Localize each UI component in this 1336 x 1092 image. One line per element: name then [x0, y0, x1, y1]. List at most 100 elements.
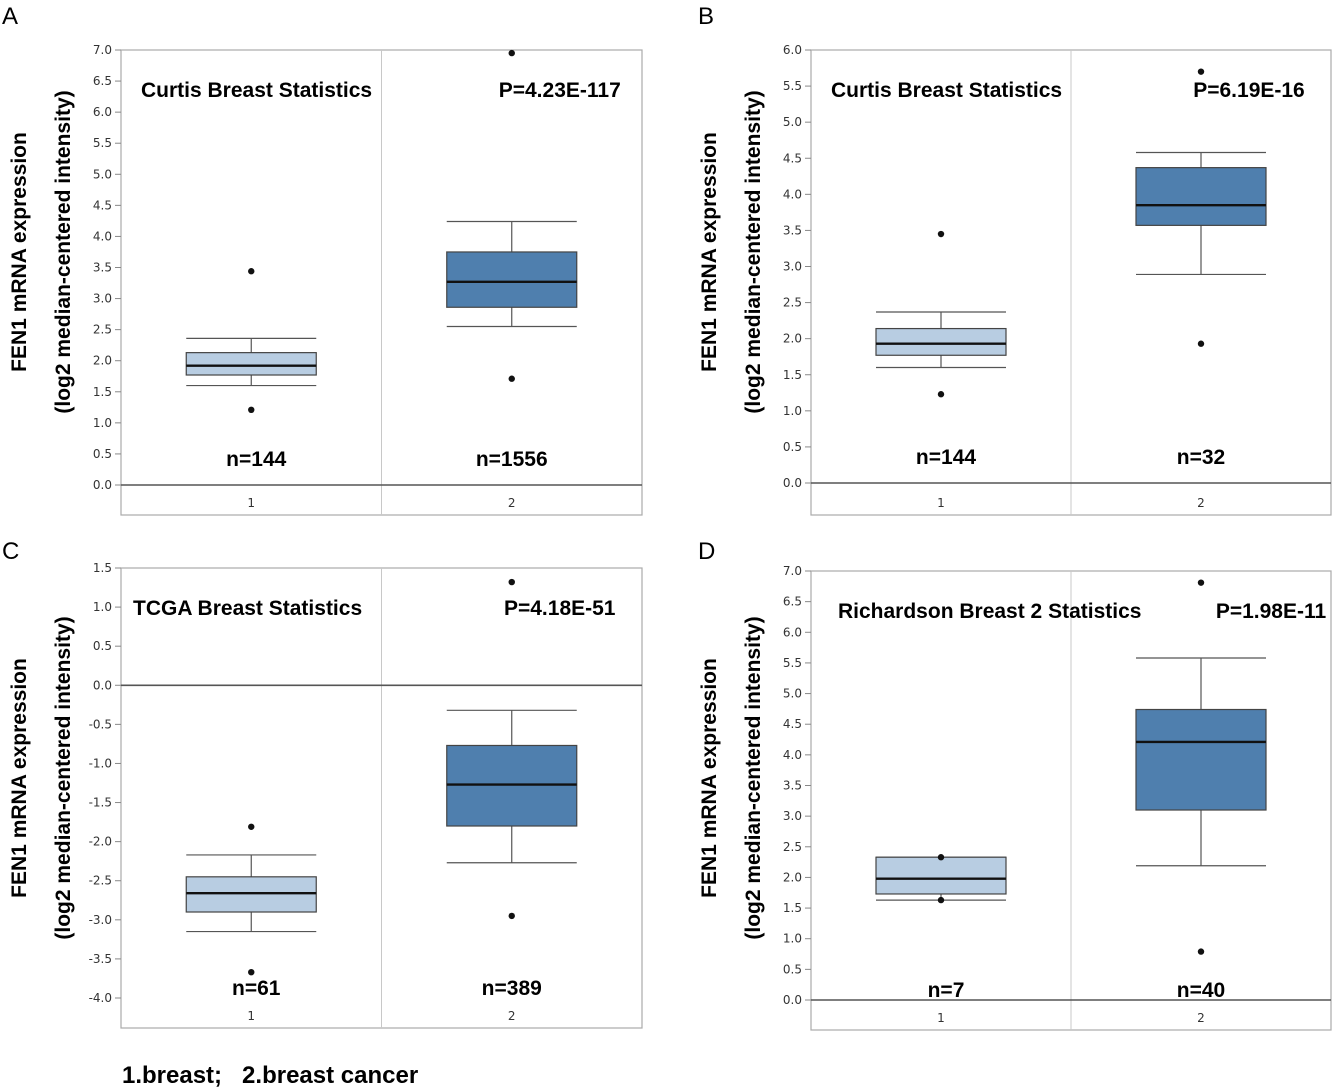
- y-tick-label: 6.5: [93, 74, 112, 88]
- outlier-point: [937, 854, 945, 861]
- p-value: P=1.98E-11: [1216, 600, 1327, 623]
- y-tick-label: 3.5: [93, 261, 112, 275]
- p-value: P=4.23E-117: [499, 79, 621, 102]
- y-tick-label: 1.5: [93, 561, 112, 575]
- outlier-point: [248, 969, 255, 976]
- p-value: P=6.19E-16: [1193, 79, 1305, 102]
- panel-letter: D: [698, 538, 715, 565]
- outlier-point: [1197, 68, 1205, 75]
- sample-size-label: n=40: [1177, 979, 1225, 1002]
- y-tick-label: 3.0: [93, 292, 112, 306]
- y-tick-label: 4.0: [783, 187, 802, 201]
- y-tick-label: 2.0: [783, 332, 802, 346]
- y-tick-label: -0.5: [89, 717, 112, 731]
- y-tick-label: 7.0: [93, 43, 112, 57]
- sample-size-label: n=389: [482, 977, 542, 1000]
- y-tick-label: -2.0: [89, 835, 112, 849]
- y-tick-label: -3.5: [89, 952, 112, 966]
- x-tick-label: 2: [508, 496, 516, 510]
- chart-title: Richardson Breast 2 Statistics: [838, 600, 1141, 623]
- y-tick-label: 0.5: [783, 440, 802, 454]
- y-tick-label: 0.0: [93, 678, 112, 692]
- y-tick-label: -2.5: [89, 874, 112, 888]
- outlier-point: [248, 823, 255, 830]
- chart-title: Curtis Breast Statistics: [141, 79, 372, 102]
- figure-caption: 1.breast; 2.breast cancer: [122, 1062, 419, 1089]
- y-tick-label: 2.0: [93, 354, 112, 368]
- box-iqr: [875, 327, 1007, 356]
- outlier-point: [1197, 948, 1205, 955]
- y-tick-label: 0.5: [93, 639, 112, 653]
- sample-size-label: n=61: [232, 977, 281, 1000]
- panel-letter: C: [2, 538, 19, 565]
- y-tick-label: 4.0: [783, 748, 802, 762]
- x-tick-label: 2: [1197, 496, 1205, 510]
- y-axis-label: FEN1 mRNA expression: [698, 658, 721, 898]
- y-tick-label: 4.0: [93, 229, 112, 243]
- panel-b: B 0.0 0.5 1.0 1.5 2.0 2.5 3.0 3.5 4.0 4.5 5.0 5.5 6.0…: [698, 3, 1332, 516]
- y-tick-label: 6.0: [93, 105, 112, 119]
- y-tick-label: 6.0: [783, 43, 802, 57]
- y-tick-label: 3.5: [783, 779, 802, 793]
- x-tick-label: 1: [937, 496, 945, 510]
- x-tick-label: 1: [247, 1009, 255, 1023]
- y-axis-label-units: (log2 median-centered intensity): [52, 90, 75, 413]
- y-tick-label: 2.5: [783, 840, 802, 854]
- y-tick-label: 5.0: [93, 167, 112, 181]
- box-iqr: [446, 251, 578, 308]
- y-tick-label: -1.5: [89, 796, 112, 810]
- chart-title: TCGA Breast Statistics: [133, 597, 362, 620]
- y-tick-label: 5.0: [783, 687, 802, 701]
- x-tick-label: 2: [1197, 1011, 1205, 1025]
- panel-a: A 0.0 0.5 1.0 1.5 2.0 2.5 3.0 3.5 4.0 4.5 5.0 5.5 6.0…: [2, 3, 643, 516]
- p-value: P=4.18E-51: [504, 597, 616, 620]
- y-tick-label: 6.5: [783, 595, 802, 609]
- outlier-point: [937, 230, 945, 238]
- outlier-point: [508, 578, 515, 586]
- y-axis-label: FEN1 mRNA expression: [8, 658, 31, 898]
- y-tick-label: 1.0: [783, 404, 802, 418]
- x-tick-label: 1: [247, 496, 255, 510]
- y-tick-label: 1.0: [783, 932, 802, 946]
- box-iqr: [875, 856, 1007, 895]
- outlier-point: [508, 375, 515, 382]
- outlier-point: [1197, 340, 1205, 347]
- outlier-point: [937, 896, 945, 904]
- y-tick-label: -3.0: [89, 913, 112, 927]
- chart-title: Curtis Breast Statistics: [831, 79, 1062, 102]
- y-tick-label: 5.0: [783, 115, 802, 129]
- y-tick-label: 3.5: [783, 223, 802, 237]
- sample-size-label: n=32: [1177, 446, 1225, 469]
- x-tick-label: 1: [937, 1011, 945, 1025]
- box-iqr: [1135, 708, 1267, 811]
- y-tick-label: -1.0: [89, 756, 112, 770]
- box-iqr: [1135, 167, 1267, 226]
- y-tick-label: 3.0: [783, 260, 802, 274]
- box-iqr: [185, 352, 317, 376]
- panel-d: D 0.0 0.5 1.0 1.5 2.0 2.5 3.0 3.5 4.0 4.5 5.0 5.5 6.0…: [698, 538, 1332, 1031]
- y-tick-label: 0.0: [93, 478, 112, 492]
- outlier-point: [1197, 579, 1205, 586]
- outlier-point: [508, 49, 515, 57]
- y-tick-label: 5.5: [783, 656, 802, 670]
- y-tick-label: 7.0: [783, 564, 802, 578]
- y-tick-label: 1.5: [93, 385, 112, 399]
- y-tick-label: 0.0: [783, 993, 802, 1007]
- sample-size-label: n=7: [928, 979, 965, 1002]
- outlier-point: [248, 406, 255, 414]
- y-tick-label: 6.0: [783, 625, 802, 639]
- outlier-point: [937, 391, 945, 398]
- sample-size-label: n=144: [226, 448, 286, 471]
- sample-size-label: n=1556: [476, 448, 548, 471]
- y-tick-label: 3.0: [783, 809, 802, 823]
- y-axis-label: FEN1 mRNA expression: [698, 132, 721, 372]
- y-tick-label: 4.5: [783, 717, 802, 731]
- y-tick-label: 4.5: [783, 151, 802, 165]
- sample-size-label: n=144: [916, 446, 976, 469]
- y-tick-label: 2.5: [783, 296, 802, 310]
- x-tick-label: 2: [508, 1009, 516, 1023]
- y-axis-label-units: (log2 median-centered intensity): [52, 616, 75, 939]
- y-tick-label: 1.5: [783, 901, 802, 915]
- panel-c: C -4.0 -3.5 -3.0 -2.5 -2.0 -1.5 -1.0 -0.5 0.0 0.5 1…: [2, 538, 643, 1029]
- y-tick-label: 1.5: [783, 368, 802, 382]
